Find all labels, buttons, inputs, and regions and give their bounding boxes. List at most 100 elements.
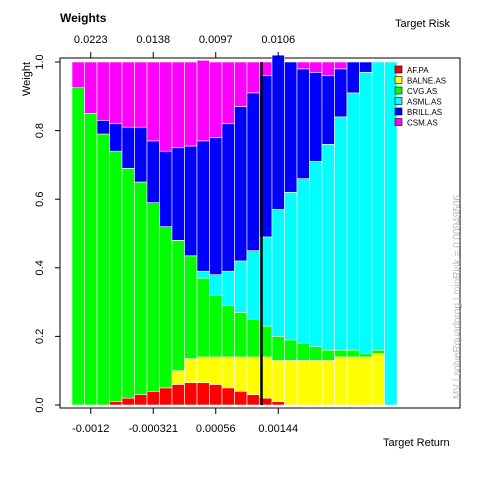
bar-segment-asml-as-18 xyxy=(296,178,310,344)
bar-segment-cvg-as-21 xyxy=(334,349,348,358)
bar-segment-af-pa-11 xyxy=(209,384,223,406)
bar-segment-csm-as-19 xyxy=(309,61,323,73)
bar-segment-af-pa-4 xyxy=(121,397,135,406)
bar-segment-cvg-as-19 xyxy=(309,346,323,361)
bar-segment-csm-as-21 xyxy=(334,61,348,70)
bar-segment-cvg-as-10 xyxy=(196,277,210,358)
bar-segment-balne-as-10 xyxy=(196,356,210,384)
bar-segment-asml-as-20 xyxy=(321,144,335,351)
plot-frame xyxy=(59,57,461,409)
bar-segment-csm-as-0 xyxy=(71,61,85,89)
bar-segment-cvg-as-4 xyxy=(121,168,135,399)
top-axis: 0.0223 0.0138 0.0097 0.0106 xyxy=(74,34,295,58)
bar-segment-balne-as-20 xyxy=(321,360,335,406)
top-axis-title: Target Risk xyxy=(395,18,451,30)
bar-segment-csm-as-2 xyxy=(96,61,110,121)
bar-segment-cvg-as-20 xyxy=(321,349,335,361)
legend-label: BRILL.AS xyxy=(407,108,442,117)
bar-segment-af-pa-6 xyxy=(146,390,160,406)
bar-segment-balne-as-8 xyxy=(171,370,185,385)
legend-swatch xyxy=(394,65,403,74)
y-axis: 0.0 0.2 0.4 0.6 0.8 1.0 xyxy=(34,54,60,413)
legend-swatch xyxy=(394,118,403,126)
bar-segment-brill-as-23 xyxy=(359,61,373,73)
bar-segment-af-pa-8 xyxy=(171,384,185,406)
bar-segment-balne-as-24 xyxy=(371,353,385,406)
bar-segment-cvg-as-24 xyxy=(371,349,385,354)
bar-segment-af-pa-9 xyxy=(184,382,198,406)
y-tick-label: 0.6 xyxy=(34,192,46,207)
legend-label: BALNE.AS xyxy=(407,77,446,86)
bar-segment-asml-as-21 xyxy=(334,116,348,351)
bar-segment-brill-as-11 xyxy=(209,137,223,275)
bar-segment-af-pa-3 xyxy=(109,401,123,406)
x-tick-label: 0.00144 xyxy=(258,423,298,435)
bar-segment-cvg-as-11 xyxy=(209,294,223,358)
bar-segment-brill-as-12 xyxy=(221,123,235,272)
y-tick-label: 1.0 xyxy=(34,54,46,69)
bar-segment-asml-as-12 xyxy=(221,270,235,306)
x-axis: -0.0012 -0.000321 0.00056 0.00144 xyxy=(72,408,298,435)
bar-segment-brill-as-20 xyxy=(321,75,335,145)
bar-segment-brill-as-10 xyxy=(196,140,210,272)
bar-segment-cvg-as-16 xyxy=(271,336,285,361)
y-tick-label: 0.0 xyxy=(34,397,46,412)
x-tick-label: -0.000321 xyxy=(128,423,178,435)
bar-segment-cvg-as-6 xyxy=(146,202,160,392)
top-tick-label: 0.0097 xyxy=(199,34,233,46)
bar-segment-brill-as-7 xyxy=(159,150,173,227)
bar-segment-asml-as-11 xyxy=(209,274,223,296)
x-tick-label: 0.00056 xyxy=(196,423,236,435)
bar-segment-csm-as-10 xyxy=(196,59,210,142)
bar-segment-cvg-as-0 xyxy=(71,87,85,406)
bar-segment-csm-as-20 xyxy=(321,61,335,77)
legend-label: CVG.AS xyxy=(407,87,437,96)
bar-segment-csm-as-18 xyxy=(296,61,310,70)
bar-segment-brill-as-18 xyxy=(296,68,310,179)
bar-segment-asml-as-25 xyxy=(384,61,398,406)
bar-segment-brill-as-5 xyxy=(134,126,148,183)
legend-label: AF.PA xyxy=(407,66,429,75)
bar-segment-balne-as-23 xyxy=(359,356,373,406)
legend-swatch xyxy=(394,86,403,95)
bar-segment-asml-as-17 xyxy=(284,192,298,341)
bar-segment-csm-as-11 xyxy=(209,61,223,138)
bar-segment-asml-as-22 xyxy=(346,92,360,351)
bar-segment-balne-as-13 xyxy=(234,356,248,392)
top-tick-label: 0.0223 xyxy=(74,34,108,46)
bar-segment-cvg-as-9 xyxy=(184,255,198,359)
bar-segment-asml-as-14 xyxy=(246,250,260,320)
y-tick-label: 0.2 xyxy=(34,329,46,344)
bar-segment-csm-as-6 xyxy=(146,61,160,142)
bar-segment-brill-as-9 xyxy=(184,145,198,257)
chart-title: Weights xyxy=(60,11,107,25)
bar-segment-csm-as-3 xyxy=(109,61,123,125)
bars-group xyxy=(71,54,398,406)
bar-segment-brill-as-14 xyxy=(246,92,260,251)
legend-swatch xyxy=(394,76,403,84)
bar-segment-csm-as-5 xyxy=(134,61,148,128)
bar-segment-af-pa-7 xyxy=(159,387,173,406)
bar-segment-csm-as-8 xyxy=(171,61,185,149)
bar-segment-brill-as-19 xyxy=(309,71,323,162)
bar-segment-cvg-as-5 xyxy=(134,181,148,396)
bar-segment-asml-as-23 xyxy=(359,71,373,354)
bar-segment-csm-as-4 xyxy=(121,61,135,128)
top-tick-label: 0.0138 xyxy=(136,34,170,46)
bar-segment-asml-as-16 xyxy=(271,209,285,337)
bar-segment-brill-as-22 xyxy=(346,61,360,94)
bar-segment-cvg-as-17 xyxy=(284,339,298,361)
bar-segment-brill-as-16 xyxy=(271,54,285,210)
bar-segment-csm-as-14 xyxy=(246,61,260,94)
bar-segment-asml-as-24 xyxy=(371,61,385,351)
bar-segment-csm-as-9 xyxy=(184,61,198,147)
bar-segment-brill-as-3 xyxy=(109,123,123,152)
bar-segment-cvg-as-1 xyxy=(84,113,98,406)
bar-segment-af-pa-5 xyxy=(134,394,148,406)
bar-segment-af-pa-16 xyxy=(271,401,285,406)
bar-segment-balne-as-19 xyxy=(309,360,323,406)
bar-segment-balne-as-12 xyxy=(221,356,235,389)
bar-segment-asml-as-10 xyxy=(196,270,210,279)
